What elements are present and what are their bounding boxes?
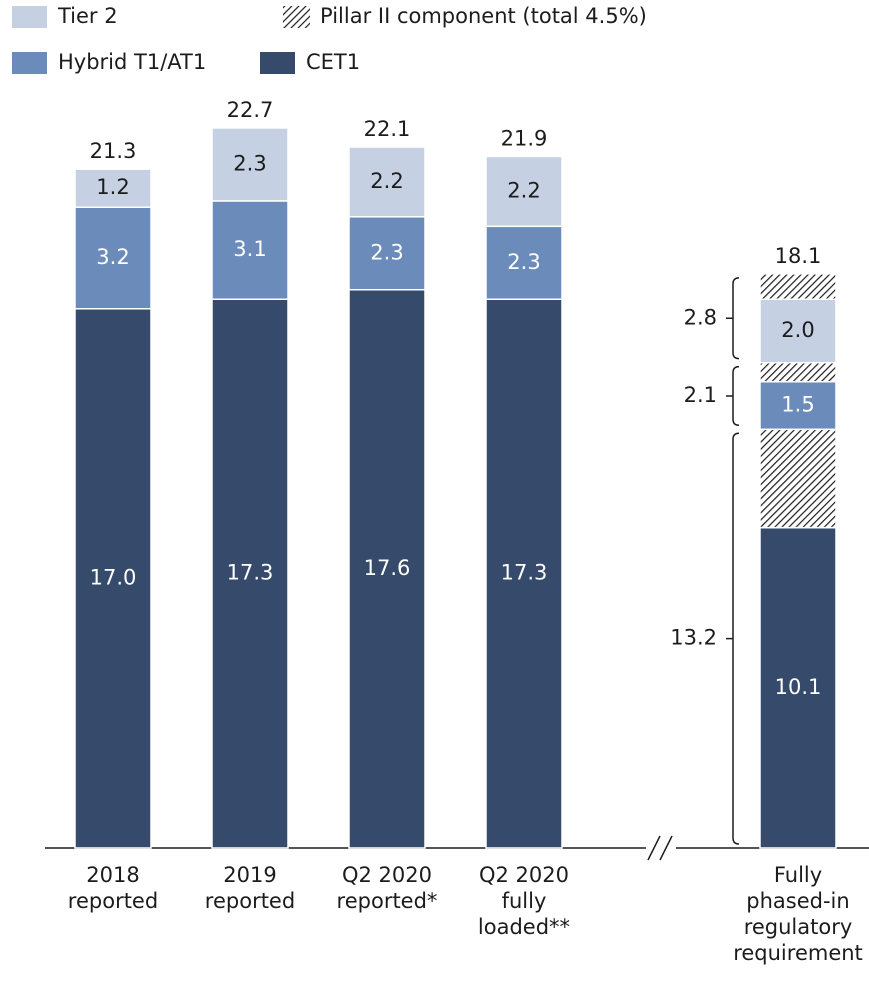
- bracket: [726, 432, 740, 845]
- total-label: 22.7: [227, 98, 274, 122]
- axis-break-gap: [646, 836, 676, 860]
- bracket-label: 13.2: [670, 626, 717, 650]
- value-label: 2.3: [507, 250, 540, 274]
- x-tick-label-line: regulatory: [744, 915, 853, 939]
- x-tick-label-line: reported*: [337, 889, 438, 913]
- value-label: 1.2: [96, 175, 129, 199]
- value-label: 2.2: [507, 178, 540, 202]
- legend-swatch: [260, 52, 295, 74]
- value-label: 2.0: [781, 318, 814, 342]
- bar-segment: [759, 380, 837, 431]
- bar-segment: [74, 168, 152, 209]
- axis-break: [659, 835, 673, 861]
- value-label: 2.3: [233, 151, 266, 175]
- legend-label: Pillar II component (total 4.5%): [320, 4, 647, 28]
- pillar-segment: [759, 361, 837, 383]
- bar-segment: [348, 216, 426, 291]
- bar-segment: [211, 200, 289, 300]
- legend-label: Hybrid T1/AT1: [58, 50, 206, 74]
- total-label: 21.3: [90, 139, 137, 163]
- x-tick-label-line: Q2 2020: [342, 863, 432, 887]
- legend-label: Tier 2: [57, 4, 118, 28]
- bar-segment: [348, 146, 426, 218]
- bracket: [726, 365, 740, 427]
- pillar-segment: [759, 428, 837, 529]
- bar-segment: [485, 155, 563, 228]
- x-tick-label-line: loaded**: [478, 915, 570, 939]
- pillar-segment: [759, 273, 837, 300]
- bar-segment: [759, 526, 837, 849]
- value-label: 17.6: [364, 556, 411, 580]
- x-tick-label-line: Fully: [774, 863, 822, 887]
- value-label: 3.1: [233, 237, 266, 261]
- value-label: 17.3: [227, 561, 274, 585]
- bracket-label: 2.1: [684, 383, 717, 407]
- axis-break: [647, 835, 661, 861]
- x-tick-label: 2018 reported: [68, 863, 158, 913]
- total-label: 21.9: [501, 127, 548, 151]
- bar-segment: [485, 225, 563, 300]
- bar-segment: [348, 288, 426, 849]
- legend-label: CET1: [306, 50, 360, 74]
- total-label: 18.1: [775, 244, 822, 268]
- legend-swatch: [283, 6, 310, 28]
- bar-segment: [211, 127, 289, 202]
- value-label: 10.1: [775, 675, 822, 699]
- legend-swatch: [12, 6, 47, 28]
- bar-segment: [485, 298, 563, 849]
- bracket-label: 2.8: [684, 305, 717, 329]
- legend-swatch: [12, 52, 47, 74]
- x-tick-label-line: reported: [205, 889, 295, 913]
- x-tick-label-line: requirement: [733, 941, 863, 965]
- x-tick-label-line: 2019: [223, 863, 276, 887]
- x-tick-label: Q2 2020 reported*: [337, 863, 438, 913]
- value-label: 2.3: [370, 240, 403, 264]
- bar-segment: [74, 308, 152, 849]
- x-tick-label-line: fully: [502, 889, 547, 913]
- x-tick-label-line: phased-in: [746, 889, 849, 913]
- total-label: 22.1: [364, 117, 411, 141]
- value-label: 17.0: [90, 565, 137, 589]
- bar-segment: [759, 298, 837, 364]
- bracket: [726, 277, 740, 360]
- x-tick-label: 2019 reported: [205, 863, 295, 913]
- value-label: 2.2: [370, 169, 403, 193]
- value-label: 3.2: [96, 245, 129, 269]
- x-tick-label-line: Q2 2020: [479, 863, 569, 887]
- x-tick-label: Q2 2020 fully loaded**: [478, 863, 570, 939]
- value-label: 17.3: [501, 561, 548, 585]
- x-tick-label-line: 2018: [86, 863, 139, 887]
- value-label: 1.5: [781, 393, 814, 417]
- bar-segment: [74, 206, 152, 310]
- x-tick-label-line: reported: [68, 889, 158, 913]
- x-tick-label: Fully phased-in regulatory requirement: [733, 863, 863, 965]
